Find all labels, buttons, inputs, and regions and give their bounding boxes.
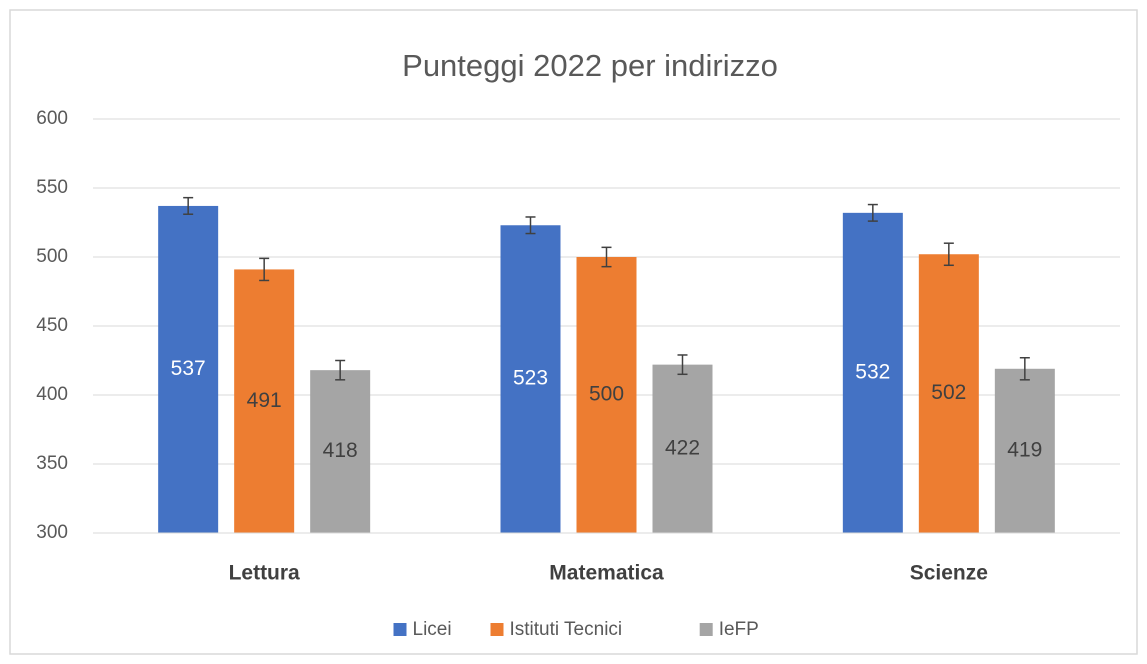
y-tick-label: 600: [36, 108, 68, 129]
legend-swatch: [490, 623, 504, 636]
data-label: 491: [247, 389, 282, 412]
x-tick-label: Lettura: [229, 562, 300, 585]
data-label: 502: [931, 381, 966, 404]
data-label: 523: [513, 367, 548, 390]
data-label: 500: [589, 383, 624, 406]
y-tick-label: 300: [36, 522, 68, 543]
bar: [576, 257, 637, 533]
legend-label: Licei: [413, 619, 452, 640]
bar: [310, 370, 371, 533]
bar: [158, 205, 219, 533]
chart-title: Punteggi 2022 per indirizzo: [402, 48, 778, 83]
legend-label: IeFP: [719, 619, 759, 640]
data-label: 418: [323, 439, 358, 462]
y-tick-label: 350: [36, 453, 68, 474]
y-tick-label: 550: [36, 177, 68, 198]
legend-swatch: [699, 623, 713, 636]
bar: [842, 212, 903, 533]
data-label: 537: [171, 357, 206, 380]
bar: [500, 225, 561, 533]
x-tick-label: Matematica: [549, 562, 664, 585]
data-label: 422: [665, 436, 700, 459]
data-label: 419: [1007, 438, 1042, 461]
data-label: 532: [855, 360, 890, 383]
x-tick-label: Scienze: [910, 562, 988, 585]
bar: [652, 364, 713, 533]
bar: [918, 254, 979, 534]
y-tick-label: 500: [36, 246, 68, 267]
legend-swatch: [393, 623, 407, 636]
legend-label: Istituti Tecnici: [510, 619, 623, 640]
y-tick-label: 450: [36, 315, 68, 336]
bar: [234, 269, 295, 533]
y-tick-label: 400: [36, 384, 68, 405]
bar: [994, 368, 1055, 533]
